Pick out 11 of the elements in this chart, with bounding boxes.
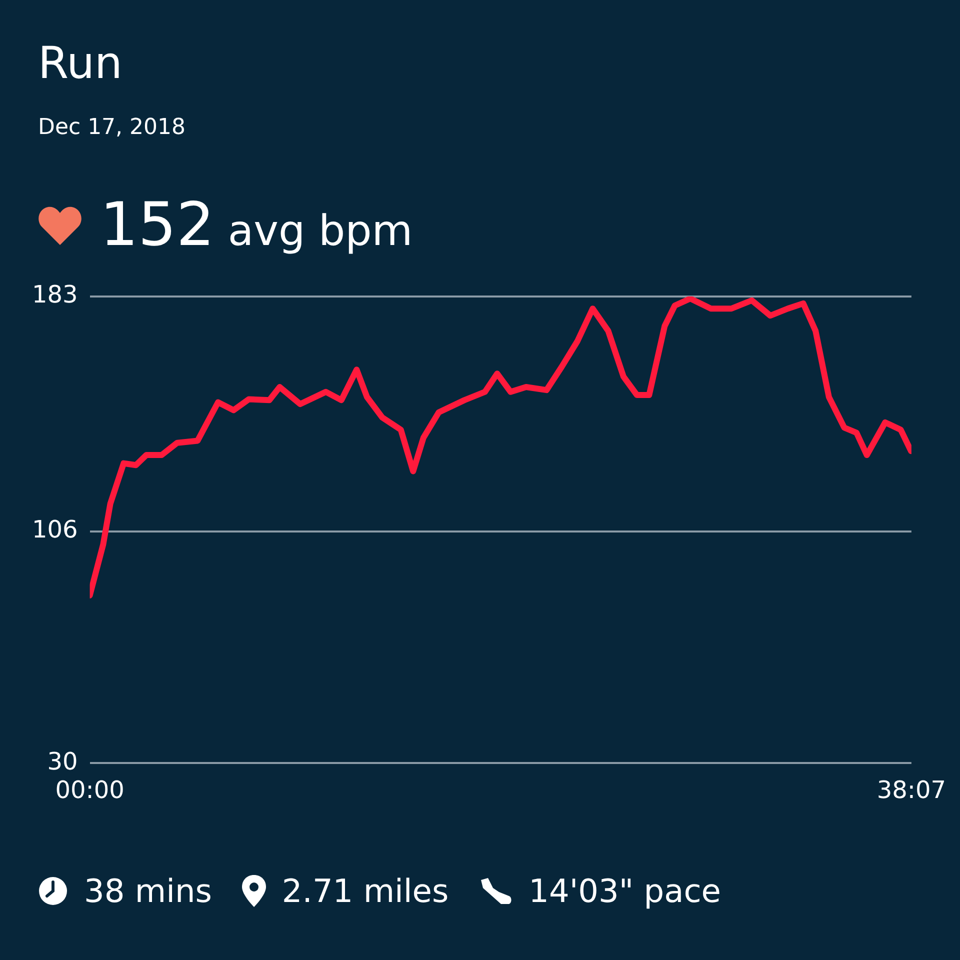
text: 38 mins xyxy=(84,872,212,910)
x-tick-label: 00:00 xyxy=(55,776,124,804)
chart-title: Run xyxy=(38,38,122,89)
text: 152 avg bpm xyxy=(100,190,413,260)
text: 2.71 miles xyxy=(282,872,449,910)
y-tick-label: 183 xyxy=(32,280,78,309)
y-tick-label: 106 xyxy=(32,516,78,544)
y-tick-label: 30 xyxy=(47,747,78,776)
chart-subtitle: Dec 17, 2018 xyxy=(38,115,186,140)
x-tick-label: 38:07 xyxy=(876,776,946,804)
text: 14'03" pace xyxy=(528,872,721,910)
